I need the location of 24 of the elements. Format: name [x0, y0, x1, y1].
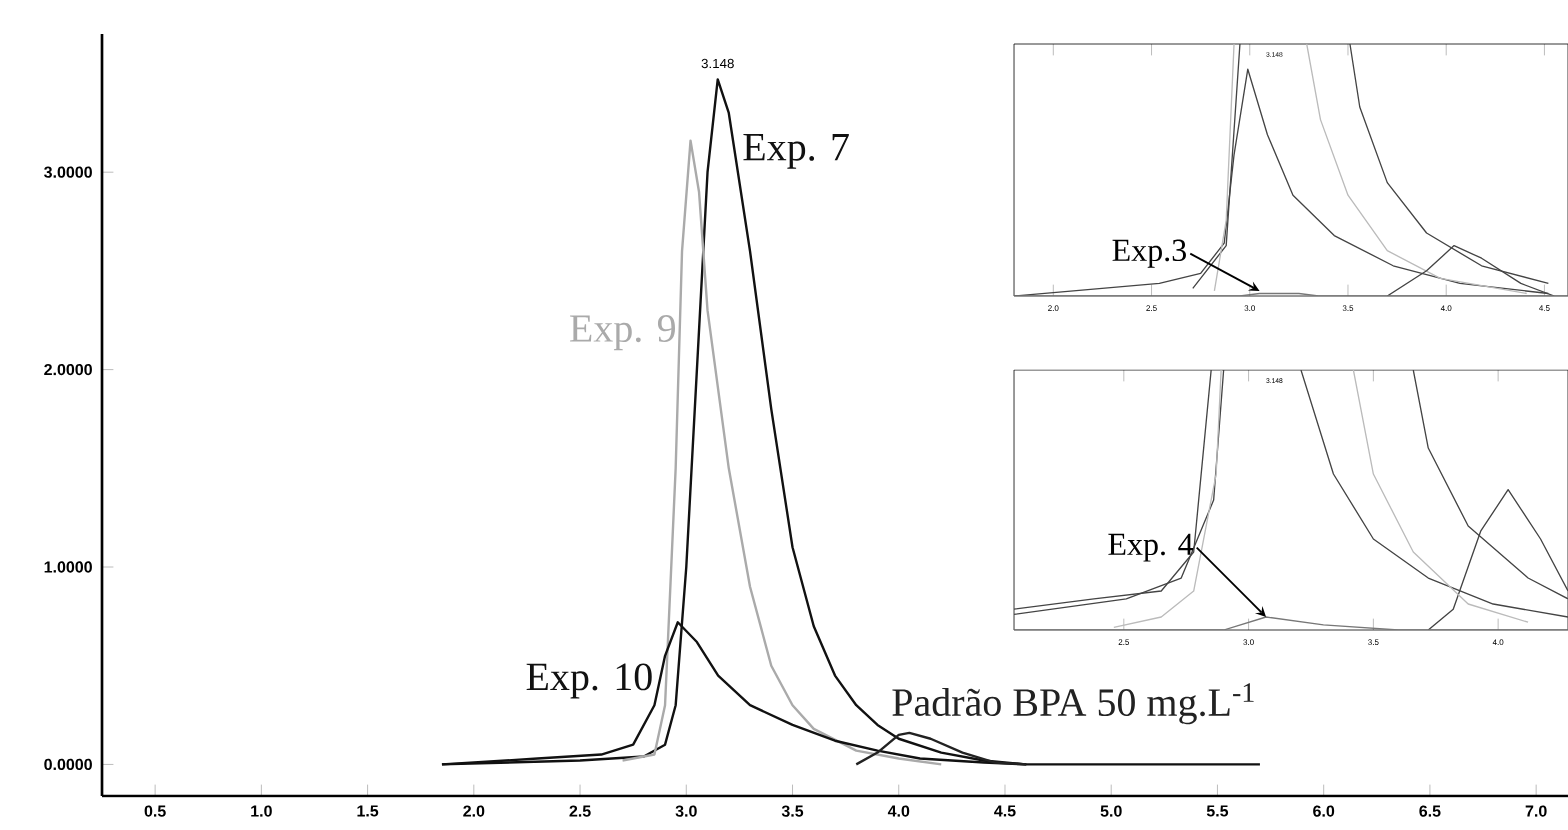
x-tick-label: 2.0: [463, 805, 485, 817]
y-tick-label: 0.0000: [44, 758, 92, 771]
x-tick-label: 0.5: [144, 805, 166, 817]
x-tick-label: 4.0: [887, 805, 910, 817]
x-tick-label: 6.0: [1313, 805, 1335, 817]
x-tick-label: 5.0: [1100, 805, 1122, 817]
y-tick-label: 1.0000: [44, 561, 92, 573]
x-tick-label: 3.0: [675, 805, 697, 817]
series-label: Exp. 9: [570, 315, 676, 351]
x-tick-label: 3.5: [781, 805, 804, 817]
series-label: Exp. 7: [743, 134, 849, 169]
x-tick-label: 7.0: [1525, 805, 1547, 817]
y-tick-label: 2.0000: [44, 363, 92, 376]
annotation: Exp.3: [1112, 239, 1186, 268]
y-tick-label: 3.0000: [44, 166, 92, 178]
x-tick-label: 4.5: [994, 805, 1016, 817]
x-tick-label: 5.5: [1206, 805, 1229, 817]
x-tick-label: 1.5: [357, 805, 379, 817]
x-tick-label: 2.5: [569, 805, 591, 817]
series-label: Padrão BPA 50 mg.L$^{-1}$: [892, 683, 1254, 725]
x-tick-label: 1.0: [251, 805, 272, 817]
series-label: Exp. 10: [526, 663, 652, 699]
annotation: Exp. 4: [1108, 533, 1194, 562]
x-tick-label: 6.5: [1419, 805, 1441, 817]
